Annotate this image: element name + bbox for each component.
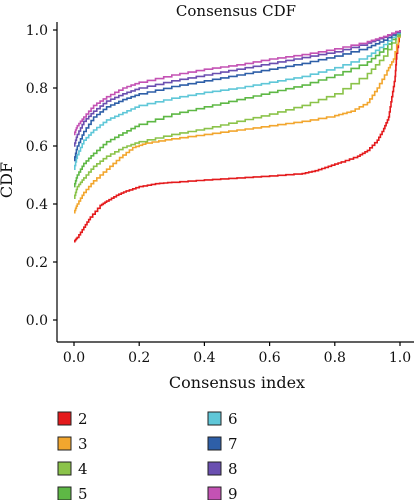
legend-swatch-3 [57,436,72,451]
x-tick-label: 1.0 [389,350,411,366]
legend-swatch-9 [207,486,222,501]
x-axis-label: Consensus index [169,373,305,392]
legend: 2 3 4 5 6 7 8 9 [57,410,238,503]
legend-label-2: 2 [78,410,88,428]
legend-swatch-8 [207,461,222,476]
legend-label-8: 8 [228,460,238,478]
series-line-2 [74,30,401,243]
x-tick-label: 0.8 [324,350,346,366]
y-tick-label: 0.2 [26,255,48,271]
x-tick-label: 0.4 [193,350,215,366]
legend-label-6: 6 [228,410,238,428]
y-tick-label: 0.6 [26,139,48,155]
plot-frame [56,22,414,343]
legend-label-4: 4 [78,460,88,478]
legend-swatch-7 [207,436,222,451]
chart-title: Consensus CDF [176,2,296,20]
series-line-6 [74,30,401,170]
legend-label-9: 9 [228,485,238,500]
series-line-9 [74,30,401,136]
legend-label-3: 3 [78,435,88,453]
x-tick-label: 0.6 [258,350,280,366]
y-tick-label: 0.0 [26,313,48,329]
y-axis-ticks: 0.0 0.2 0.4 0.6 0.8 1.0 [26,23,57,329]
legend-swatch-5 [57,486,72,501]
y-tick-label: 0.8 [26,81,48,97]
series-line-5 [74,30,401,188]
y-tick-label: 0.4 [26,197,48,213]
x-tick-label: 0.2 [128,350,150,366]
series-lines [74,30,401,243]
series-line-4 [74,30,401,199]
y-axis-label: CDF [0,162,16,198]
y-tick-label: 1.0 [26,23,48,39]
legend-label-7: 7 [228,435,238,453]
legend-swatch-4 [57,461,72,476]
x-tick-label: 0.0 [63,350,85,366]
legend-swatch-6 [207,411,222,426]
legend-label-5: 5 [78,485,88,500]
x-axis-ticks: 0.0 0.2 0.4 0.6 0.8 1.0 [63,342,411,366]
series-line-7 [74,30,401,162]
legend-swatch-2 [57,411,72,426]
series-line-3 [74,30,401,214]
